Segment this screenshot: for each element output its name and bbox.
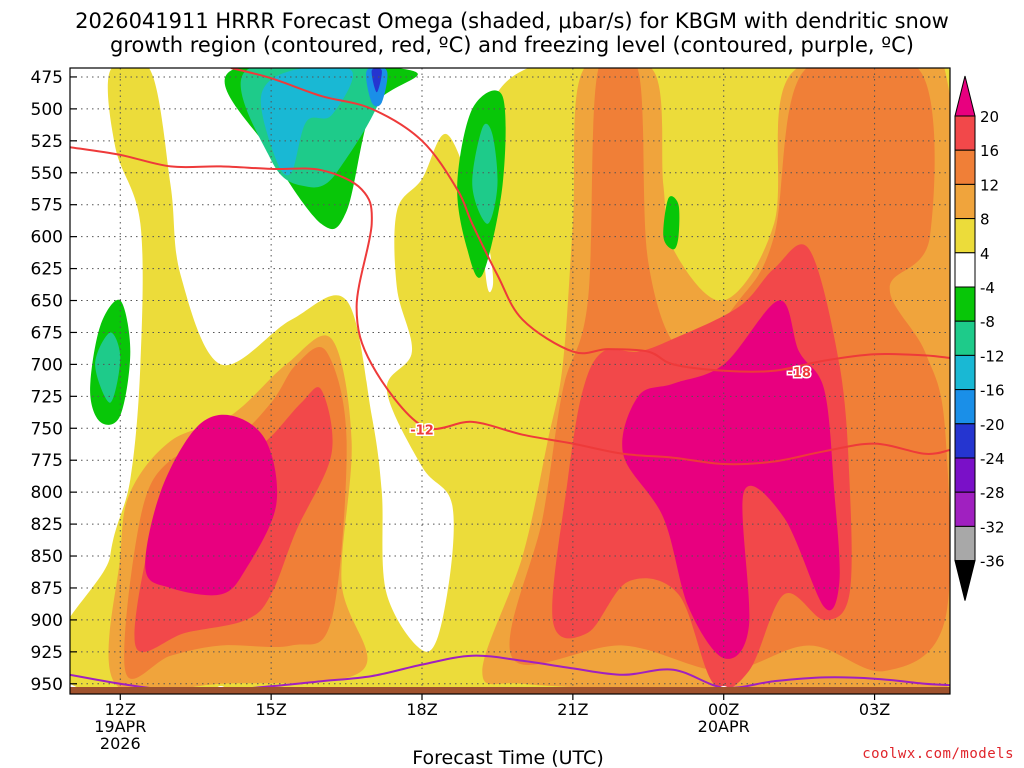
colorbar-tick-label: -24	[980, 450, 1005, 468]
x-axis-label: Forecast Time (UTC)	[412, 747, 603, 768]
plot-frame	[69, 67, 951, 695]
colorbar-tick-label: 12	[980, 176, 999, 194]
omega-region--8	[95, 332, 121, 403]
colorbar-bin	[954, 491, 976, 527]
y-tick-label: 600	[31, 228, 63, 248]
omega-region-20	[622, 300, 840, 659]
colorbar-bin	[954, 252, 976, 288]
y-tick-label: 500	[31, 100, 63, 120]
y-tick-label: 850	[31, 547, 63, 567]
colorbar-top-arrow	[954, 75, 976, 117]
chart-title-line-2: growth region (contoured, red, ºC) and f…	[110, 33, 914, 57]
colorbar-bin	[954, 457, 976, 493]
colorbar-tick-label: -8	[980, 313, 995, 331]
colorbar-tick-label: -28	[980, 484, 1005, 502]
pressure-axis: 475 500 525 550 575 600 625 650 675 700 725 750 775 8…	[31, 68, 77, 695]
y-tick-label: 925	[31, 643, 63, 663]
chart-title-line-1: 2026041911 HRRR Forecast Omega (shaded, …	[75, 9, 949, 33]
y-tick-label: 650	[31, 292, 63, 312]
x-tick-sublabel: 2026	[100, 734, 141, 753]
colorbar-bottom-arrow	[954, 560, 976, 601]
y-tick-label: 950	[31, 675, 63, 695]
y-tick-label: 900	[31, 611, 63, 631]
y-tick-label: 475	[31, 68, 63, 88]
omega-region--20	[371, 68, 382, 93]
colorbar-tick-label: -4	[980, 279, 995, 297]
colorbar-tick-label: -36	[980, 553, 1005, 571]
omega-region--12	[260, 68, 353, 176]
colorbar-tick-label: -16	[980, 382, 1005, 400]
x-tick-label: 12Z	[105, 700, 136, 719]
y-tick-label: 725	[31, 387, 63, 407]
contour-label--12: -12	[410, 424, 434, 439]
colorbar-tick-label: -32	[980, 518, 1005, 536]
y-tick-label: 550	[31, 164, 63, 184]
x-tick-label: 03Z	[859, 700, 890, 719]
x-tick-label: 21Z	[557, 700, 588, 719]
contour-line--18	[230, 68, 950, 373]
x-tick-label: 15Z	[255, 700, 286, 719]
x-tick-label: 00Z	[708, 700, 739, 719]
colorbar-tick-label: -20	[980, 416, 1005, 434]
colorbar-tick-label: 8	[980, 211, 990, 229]
contour-line--12	[70, 146, 950, 466]
y-tick-label: 575	[31, 196, 63, 216]
colorbar-tick-label: -12	[980, 347, 1005, 365]
colorbar-tick-label: 16	[980, 142, 999, 160]
colorbar: 20 16 12 8 4 -4 -8 -12 -16 -20 -24 -28 -32 -36	[954, 75, 1005, 601]
y-tick-label: 625	[31, 260, 63, 280]
colorbar-bin	[954, 115, 976, 151]
contour-label--18: -18	[787, 366, 811, 381]
omega-region--8	[472, 123, 498, 224]
colorbar-bin	[954, 218, 976, 254]
x-tick-sublabel: 19APR	[94, 717, 146, 736]
omega-shading	[70, 68, 950, 694]
y-tick-label: 525	[31, 132, 63, 152]
colorbar-bin	[954, 149, 976, 185]
colorbar-bin	[954, 286, 976, 322]
x-tick-sublabel: 20APR	[698, 717, 750, 736]
y-tick-label: 775	[31, 451, 63, 471]
colorbar-bin	[954, 354, 976, 391]
y-tick-label: 875	[31, 579, 63, 599]
colorbar-tick-label: 4	[980, 245, 990, 263]
y-tick-label: 675	[31, 323, 63, 343]
colorbar-bin	[954, 423, 976, 459]
y-tick-label: 750	[31, 419, 63, 439]
colorbar-bin	[954, 320, 976, 356]
y-tick-label: 700	[31, 355, 63, 375]
colorbar-tick-label: 20	[980, 108, 999, 126]
omega-region--4	[663, 196, 680, 250]
site-credit: coolwx.com/models	[862, 746, 1014, 762]
y-tick-label: 800	[31, 483, 63, 503]
colorbar-bin	[954, 525, 976, 562]
colorbar-bin	[954, 389, 976, 425]
ground-bar	[70, 687, 950, 694]
colorbar-bin	[954, 183, 976, 220]
x-tick-label: 18Z	[406, 700, 437, 719]
y-tick-label: 825	[31, 515, 63, 535]
omega-region-20	[145, 414, 278, 596]
